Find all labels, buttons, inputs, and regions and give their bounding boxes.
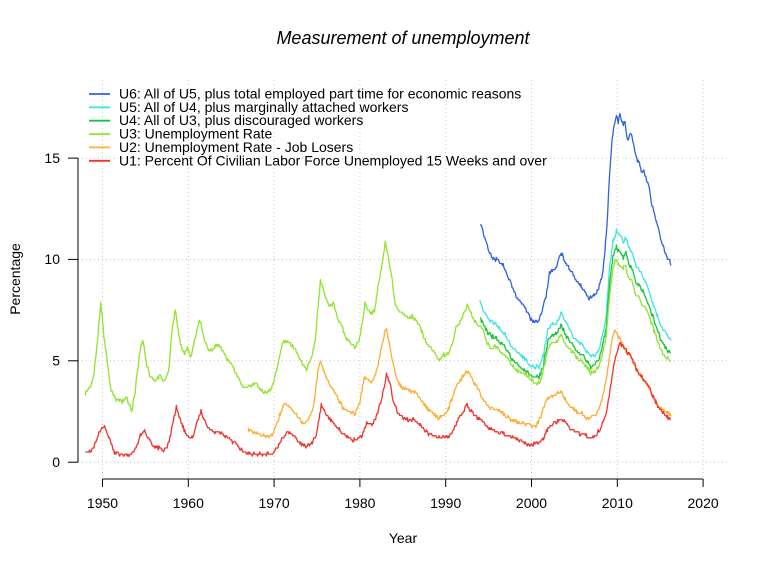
y-tick-label: 0	[52, 454, 60, 470]
x-tick-label: 2010	[602, 495, 633, 511]
y-axis-label: Percentage	[7, 243, 23, 315]
legend: U6: All of U5, plus total employed part …	[89, 86, 547, 168]
x-axis-label: Year	[389, 530, 418, 546]
legend-label-u1: U1: Percent Of Civilian Labor Force Unem…	[119, 152, 547, 168]
chart-title: Measurement of unemployment	[276, 28, 530, 48]
y-tick-label: 15	[44, 150, 60, 166]
x-tick-label: 1950	[87, 495, 118, 511]
x-tick-label: 1990	[430, 495, 461, 511]
series-line-u5	[479, 228, 672, 370]
series-line-u4	[480, 244, 671, 380]
series-line-u3	[84, 240, 671, 413]
x-tick-label: 2020	[688, 495, 719, 511]
legend-label-u6: U6: All of U5, plus total employed part …	[119, 86, 521, 102]
series-line-u6	[480, 112, 672, 323]
gridlines	[78, 80, 728, 479]
legend-label-u3: U3: Unemployment Rate	[119, 126, 273, 142]
y-tick-label: 10	[44, 251, 60, 267]
series-line-u1	[85, 341, 671, 457]
x-tick-label: 1970	[259, 495, 290, 511]
y-tick-label: 5	[52, 353, 60, 369]
legend-label-u4: U4: All of U3, plus discouraged workers	[119, 112, 363, 128]
legend-item-u6: U6: All of U5, plus total employed part …	[89, 86, 521, 102]
x-tick-label: 1980	[344, 495, 375, 511]
legend-label-u2: U2: Unemployment Rate - Job Losers	[119, 139, 353, 155]
series-line-u2	[247, 327, 672, 439]
legend-item-u1: U1: Percent Of Civilian Labor Force Unem…	[89, 152, 547, 168]
data-series	[84, 112, 672, 457]
x-tick-label: 1960	[173, 495, 204, 511]
legend-label-u5: U5: All of U4, plus marginally attached …	[119, 99, 408, 115]
legend-item-u4: U4: All of U3, plus discouraged workers	[89, 112, 363, 128]
legend-item-u3: U3: Unemployment Rate	[89, 126, 273, 142]
axes: 1950 1960 1970 1980 1990 2000 2010 2020 0 5 10 15	[44, 150, 718, 511]
legend-item-u2: U2: Unemployment Rate - Job Losers	[89, 139, 353, 155]
x-tick-label: 2000	[516, 495, 547, 511]
legend-item-u5: U5: All of U4, plus marginally attached …	[89, 99, 408, 115]
